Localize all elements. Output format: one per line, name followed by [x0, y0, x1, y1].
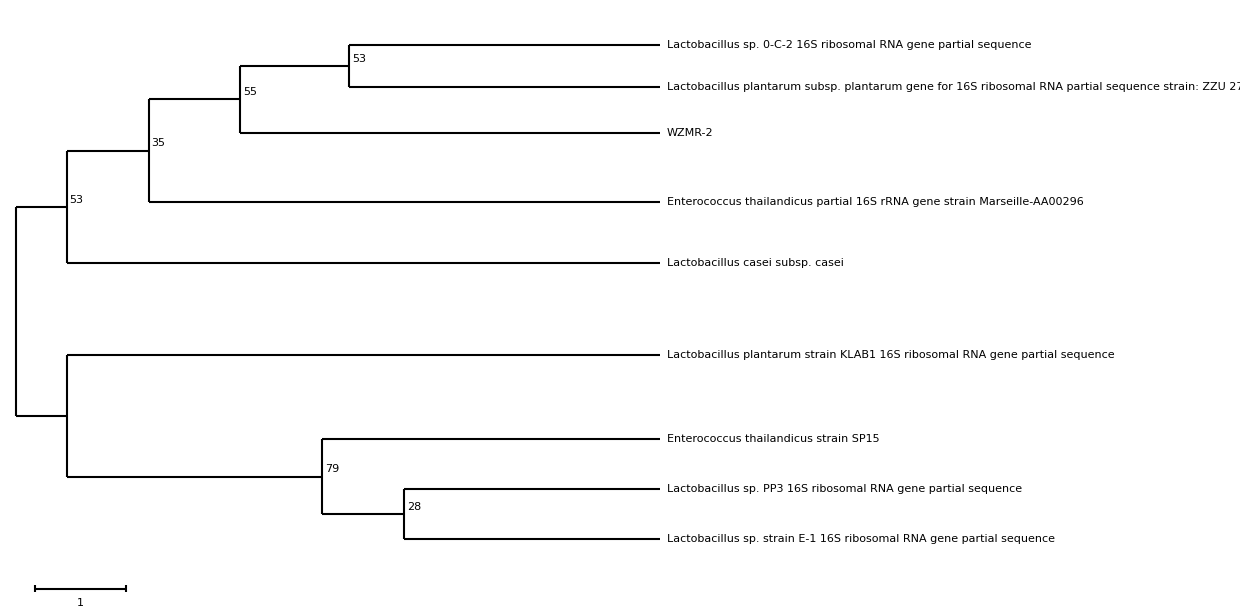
Text: WZMR-2: WZMR-2 — [667, 128, 713, 138]
Text: 55: 55 — [243, 87, 257, 97]
Text: 53: 53 — [352, 54, 366, 64]
Text: 1: 1 — [77, 598, 84, 608]
Text: Lactobacillus sp. strain E-1 16S ribosomal RNA gene partial sequence: Lactobacillus sp. strain E-1 16S ribosom… — [667, 534, 1055, 544]
Text: Lactobacillus plantarum subsp. plantarum gene for 16S ribosomal RNA partial sequ: Lactobacillus plantarum subsp. plantarum… — [667, 82, 1240, 92]
Text: 79: 79 — [325, 464, 339, 474]
Text: Enterococcus thailandicus strain SP15: Enterococcus thailandicus strain SP15 — [667, 434, 879, 444]
Text: 28: 28 — [407, 502, 422, 511]
Text: 53: 53 — [69, 194, 83, 205]
Text: Lactobacillus casei subsp. casei: Lactobacillus casei subsp. casei — [667, 258, 844, 268]
Text: 35: 35 — [151, 138, 165, 148]
Text: Lactobacillus sp. PP3 16S ribosomal RNA gene partial sequence: Lactobacillus sp. PP3 16S ribosomal RNA … — [667, 484, 1022, 494]
Text: Lactobacillus plantarum strain KLAB1 16S ribosomal RNA gene partial sequence: Lactobacillus plantarum strain KLAB1 16S… — [667, 350, 1115, 360]
Text: Lactobacillus sp. 0-C-2 16S ribosomal RNA gene partial sequence: Lactobacillus sp. 0-C-2 16S ribosomal RN… — [667, 40, 1032, 50]
Text: Enterococcus thailandicus partial 16S rRNA gene strain Marseille-AA00296: Enterococcus thailandicus partial 16S rR… — [667, 197, 1084, 207]
